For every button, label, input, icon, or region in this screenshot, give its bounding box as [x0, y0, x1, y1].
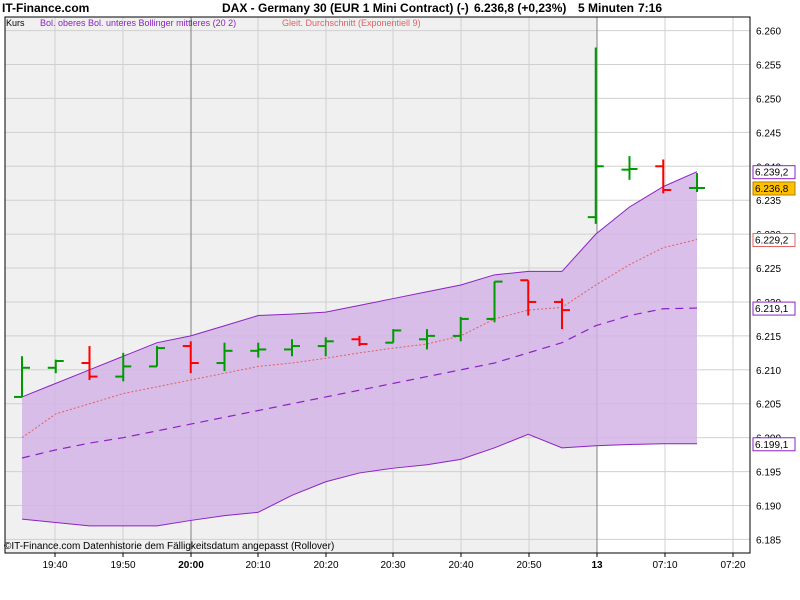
- y-tick-label: 6.255: [756, 60, 781, 71]
- ohlc-bar: [182, 341, 199, 374]
- plot-border: [4, 16, 751, 554]
- x-tick-label: 20:10: [245, 560, 270, 571]
- x-tick-label: 20:40: [448, 560, 473, 571]
- ohlc-bar: [81, 346, 98, 380]
- value-label-box: [752, 301, 796, 316]
- x-tick-label: 13: [591, 560, 603, 571]
- ohlc-bars: [14, 47, 705, 398]
- y-tick-label: 6.190: [756, 502, 781, 513]
- value-label-text: 6.229,2: [755, 236, 789, 247]
- x-tick-label: 20:20: [313, 560, 338, 571]
- legend-ema: Gleit. Durchschnitt (Exponentiell 9): [282, 18, 421, 28]
- ohlc-bar: [452, 316, 469, 342]
- bollinger-lower-line: [21, 433, 697, 527]
- value-label-box: [752, 437, 796, 452]
- y-tick-label: 6.210: [756, 366, 781, 377]
- bollinger-band-fill: [22, 171, 697, 526]
- ohlc-bar: [554, 298, 570, 330]
- ohlc-bar: [14, 356, 30, 398]
- y-axis: 6.1856.1906.1956.2006.2056.2106.2156.220…: [756, 27, 781, 547]
- y-tick-label: 6.245: [756, 128, 781, 139]
- value-label-text: 6.236,8: [755, 184, 789, 195]
- value-label-last: 6.236,8: [752, 181, 796, 196]
- site-name[interactable]: IT-Finance.com: [2, 1, 90, 15]
- y-tick-label: 6.215: [756, 332, 781, 343]
- ohlc-bar: [115, 352, 132, 382]
- value-label-box: [752, 181, 796, 196]
- ohlc-bar: [250, 342, 267, 358]
- bollinger-bands: [21, 171, 698, 527]
- ohlc-bar: [47, 359, 64, 374]
- last-price: 6.236,8 (+0,23%): [474, 1, 567, 15]
- value-label-upper: 6.239,2: [752, 165, 796, 180]
- ohlc-bar: [689, 173, 705, 193]
- bollinger-middle-line: [21, 307, 698, 459]
- x-tick-label: 20:50: [516, 560, 541, 571]
- value-label-middle: 6.219,1: [752, 301, 796, 316]
- x-tick-label: 20:30: [380, 560, 405, 571]
- value-label-box: [752, 233, 796, 248]
- instrument-title: DAX - Germany 30 (EUR 1 Mini Contract) (…: [222, 1, 469, 15]
- ohlc-bar: [351, 335, 368, 347]
- legend-bollinger: Bol. oberes Bol. unteres Bollinger mittl…: [40, 18, 236, 28]
- ohlc-bar: [621, 156, 638, 180]
- ohlc-bar: [520, 279, 537, 316]
- x-tick-label: 07:20: [720, 560, 745, 571]
- ohlc-bar: [587, 47, 604, 224]
- y-tick-label: 6.235: [756, 196, 781, 207]
- x-tick-label: 19:40: [42, 560, 67, 571]
- ohlc-bar: [149, 346, 165, 368]
- y-tick-label: 6.195: [756, 468, 781, 479]
- ohlc-bar: [284, 339, 300, 357]
- value-label-box: [752, 165, 796, 180]
- y-tick-label: 6.250: [756, 94, 781, 105]
- ohlc-bar: [419, 329, 435, 350]
- value-label-text: 6.199,1: [755, 440, 789, 451]
- time-label: 7:16: [638, 1, 663, 15]
- legend-kurs: Kurs: [6, 18, 25, 28]
- ohlc-bar: [216, 342, 233, 372]
- x-tick-label: 07:10: [652, 560, 677, 571]
- x-tick-label: 19:50: [110, 560, 135, 571]
- ohlc-bar: [486, 280, 503, 323]
- y-tick-label: 6.205: [756, 400, 781, 411]
- y-tick-label: 6.185: [756, 535, 781, 546]
- value-label-lower: 6.199,1: [752, 437, 796, 452]
- ohlc-bar: [655, 159, 672, 194]
- y-tick-label: 6.225: [756, 264, 781, 275]
- bollinger-upper-line: [21, 171, 698, 398]
- copyright-text: ©IT-Finance.com Datenhistorie dem Fällig…: [4, 541, 334, 552]
- value-labels: 6.239,2 6.236,8 6.229,2 6.219,1 6.199,1: [752, 165, 796, 452]
- y-tick-label: 6.260: [756, 27, 781, 38]
- value-label-ema: 6.229,2: [752, 233, 796, 248]
- interval-label: 5 Minuten: [578, 1, 634, 15]
- chart-header: IT-Finance.com DAX - Germany 30 (EUR 1 M…: [0, 0, 800, 18]
- value-label-text: 6.239,2: [755, 168, 789, 179]
- ohlc-bar: [317, 337, 334, 357]
- ohlc-bar: [385, 329, 402, 344]
- x-tick-label: 20:00: [178, 560, 204, 571]
- x-axis: 19:40 19:50 20:00 20:10 20:20 20:30 20:40 20:50…: [42, 553, 746, 571]
- value-label-text: 6.219,1: [755, 304, 789, 315]
